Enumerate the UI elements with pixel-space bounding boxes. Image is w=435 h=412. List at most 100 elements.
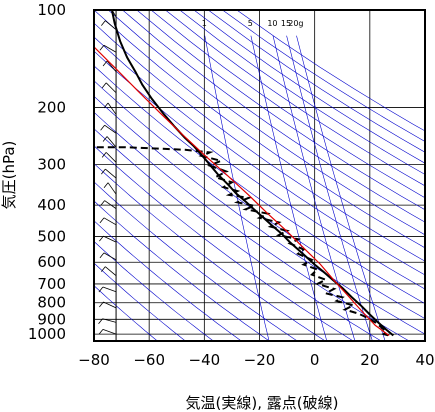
x-tick-label: −60 <box>133 351 165 369</box>
y-tick-label: 200 <box>37 99 66 117</box>
wind-barb-flag <box>101 82 107 89</box>
dry-adiabat-line <box>94 36 425 276</box>
x-tick-label: 20 <box>360 351 379 369</box>
grid-layer <box>94 10 425 341</box>
mixing-ratio-label: 15 <box>281 19 291 28</box>
axis-ticks: −80 −60 −40 −20 0 20 40 100 200 300 400 500 600 70080… <box>28 1 435 369</box>
wind-barb-flag <box>99 217 105 224</box>
mixing-ratio-line <box>250 35 328 341</box>
dry-adiabat-line <box>136 10 425 211</box>
dry-adiabat-line <box>94 95 425 335</box>
wind-barb-flag <box>102 60 108 67</box>
parcel-line <box>94 46 390 336</box>
y-tick-label: 100 <box>37 1 66 19</box>
dry-adiabat-line <box>108 10 425 236</box>
dry-adiabat-line <box>122 10 425 223</box>
y-tick-label: 400 <box>37 196 66 214</box>
y-tick-label: 900 <box>37 310 66 328</box>
plot-frame <box>93 9 426 342</box>
y-axis-label: 気圧(hPa) <box>0 141 18 210</box>
dry-adiabat-line <box>94 262 186 341</box>
wind-barb-flag <box>99 235 104 242</box>
wind-barb <box>103 235 117 243</box>
wind-barb-flag <box>105 5 109 10</box>
dry-adiabat-line <box>94 128 382 341</box>
x-tick-label: 0 <box>310 351 320 369</box>
wind-barb <box>103 217 117 226</box>
x-tick-label: −80 <box>78 351 110 369</box>
mixing-ratio-line <box>272 35 356 341</box>
x-tick-label: −20 <box>244 351 276 369</box>
mixing-ratio-label: 10 <box>267 19 277 28</box>
wind-barb <box>106 136 117 148</box>
mixing-ratio-label: 5 <box>248 19 253 28</box>
wind-barb-flag <box>101 168 106 175</box>
series-layer <box>94 10 394 337</box>
wind-barb <box>103 301 117 309</box>
mixing-ratio-line <box>286 35 373 341</box>
dry-adiabat-line <box>165 10 425 187</box>
wind-barb <box>105 266 117 276</box>
wind-barb <box>107 182 117 195</box>
wind-barb <box>105 168 117 179</box>
x-tick-label: −40 <box>189 351 221 369</box>
wind-barb <box>102 286 117 293</box>
x-tick-label: 40 <box>415 351 434 369</box>
wind-barb <box>105 152 117 163</box>
wind-barb-flag <box>98 329 104 335</box>
dry-adiabat-line <box>94 145 354 341</box>
wind-barb-flag <box>103 102 109 109</box>
y-tick-label: 500 <box>37 228 66 246</box>
wind-barb-layer <box>98 5 117 341</box>
wind-barb-flag <box>102 136 108 142</box>
wind-barb <box>105 20 117 30</box>
wind-barb <box>104 124 117 134</box>
dry-adiabat-line <box>94 80 425 320</box>
dry-adiabat-line <box>94 285 158 341</box>
wind-barb <box>103 44 117 53</box>
y-tick-label: 700 <box>37 275 66 293</box>
wind-barb-flag <box>99 44 105 51</box>
wind-barb <box>102 318 117 323</box>
y-tick-label: 300 <box>37 156 66 174</box>
mixing-ratio-label: 1 <box>202 19 207 28</box>
wind-barb-flag <box>98 318 103 325</box>
wind-barb-flag <box>101 266 106 272</box>
dry-adiabat-line <box>150 10 425 199</box>
dry-adiabat-line <box>94 111 410 341</box>
dry-adiabat-line <box>94 163 326 341</box>
wind-barb-flag <box>98 286 104 293</box>
wind-barb-flag <box>101 20 106 26</box>
dry-adiabat-line <box>94 10 425 249</box>
dry-adiabat-line <box>94 200 270 341</box>
wind-barb-flag <box>100 200 105 206</box>
wind-barb-flag <box>103 182 109 188</box>
dry-adiabat-line <box>179 10 425 175</box>
temperature-line <box>110 10 394 337</box>
dry-adiabat-line <box>94 50 425 290</box>
wind-barb-flag <box>101 152 107 158</box>
mixing-ratio-line <box>296 35 386 341</box>
wind-barb-flag <box>99 252 105 259</box>
dry-adiabat-line <box>94 22 425 262</box>
mixing-ratio-line <box>204 35 270 341</box>
wind-barb <box>107 102 117 115</box>
dry-adiabat-line <box>208 10 425 153</box>
wind-barb <box>103 252 117 261</box>
mixing-ratio-label: 20g <box>288 19 303 28</box>
y-tick-label: 1000 <box>28 325 66 343</box>
wind-barb <box>104 200 117 209</box>
wind-barb-flag <box>99 301 104 308</box>
wind-barb-flag <box>100 124 105 131</box>
wind-barb <box>106 60 117 72</box>
wind-barb <box>105 82 117 94</box>
dry-adiabat-line <box>94 65 425 304</box>
x-axis-label: 気温(実線), 露点(破線) <box>186 394 339 412</box>
y-tick-label: 800 <box>37 294 66 312</box>
dry-adiabat-line <box>94 220 242 341</box>
dry-adiabat-line <box>193 10 425 164</box>
wind-barb <box>102 328 117 335</box>
y-tick-label: 600 <box>37 253 66 271</box>
